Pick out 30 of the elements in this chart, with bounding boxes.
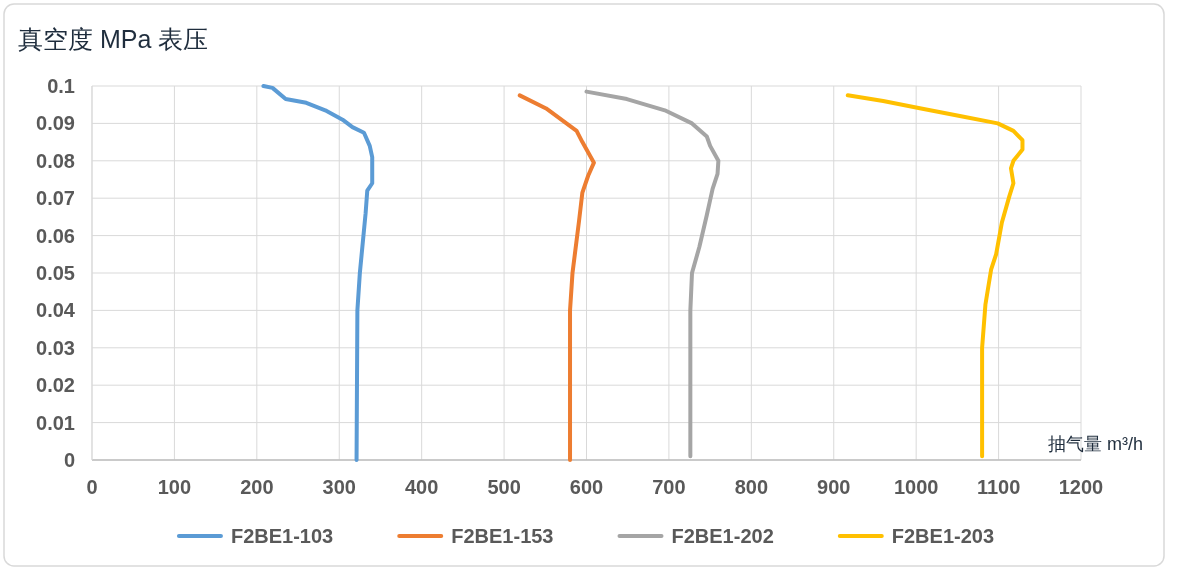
x-tick-label: 1200 [1058, 476, 1104, 498]
y-tick-label: 0.02 [36, 374, 75, 397]
legend-label: F2BE1-153 [451, 525, 554, 547]
y-tick-label: 0.09 [36, 112, 75, 135]
y-tick-label: 0.06 [36, 224, 75, 247]
y-tick-label: 0.07 [36, 187, 75, 210]
x-tick-label: 1100 [976, 476, 1021, 498]
x-tick-label: 1000 [893, 476, 939, 498]
x-tick-label: 500 [487, 476, 521, 498]
x-tick-label: 100 [157, 476, 192, 498]
x-tick-label: 900 [817, 476, 851, 498]
y-tick-label: 0.05 [36, 262, 75, 284]
x-tick-label: 300 [322, 476, 356, 498]
x-tick-label: 400 [404, 476, 439, 498]
x-tick-label: 600 [569, 476, 604, 498]
y-tick-label: 0 [63, 449, 75, 471]
x-tick-label: 200 [240, 476, 274, 498]
x-tick-label: 800 [734, 476, 769, 498]
legend-label: F2BE1-103 [230, 525, 334, 547]
y-axis-title: 真空度 MPa 表压 [18, 25, 209, 53]
y-tick-label: 0.08 [36, 149, 75, 172]
y-tick-label: 0.04 [36, 299, 76, 322]
y-tick-label: 0.03 [36, 336, 75, 359]
legend-label: F2BE1-203 [891, 525, 995, 547]
x-tick-label: 0 [86, 476, 98, 498]
y-tick-label: 0.01 [36, 411, 75, 434]
legend-label: F2BE1-202 [671, 525, 774, 547]
y-tick-label: 0.1 [47, 75, 75, 97]
x-tick-label: 700 [652, 476, 686, 498]
x-axis-title: 抽气量 m³/h [1048, 434, 1143, 454]
